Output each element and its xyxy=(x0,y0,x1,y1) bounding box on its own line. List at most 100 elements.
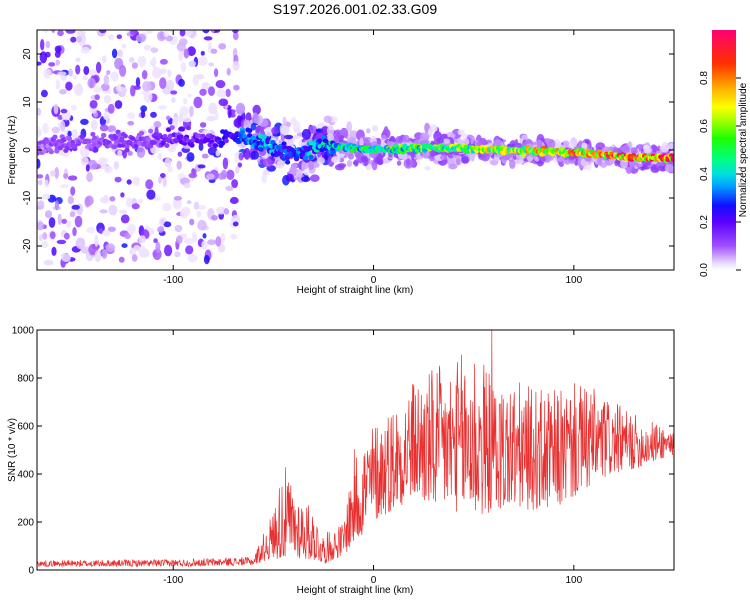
spectrogram-cell xyxy=(630,147,638,154)
spectrogram-ridge-cell xyxy=(247,128,253,134)
spectrogram-cell xyxy=(37,107,42,116)
spectrogram-cell xyxy=(199,88,207,96)
spectrogram-cell xyxy=(208,62,214,67)
spectrogram-xtick-label: 100 xyxy=(565,275,582,286)
spectrogram-cell xyxy=(138,235,146,244)
spectrogram-cell xyxy=(207,17,215,29)
spectrogram-cell xyxy=(39,51,48,64)
spectrogram-cell xyxy=(41,240,49,249)
spectrogram-cell xyxy=(174,224,183,233)
spectrogram-cell xyxy=(207,146,218,156)
spectrogram-cell xyxy=(293,128,302,133)
spectrogram-cell xyxy=(133,245,141,252)
spectrogram-cell xyxy=(56,239,67,245)
colorbar-ticks: 0.0 0.2 0.4 0.6 0.8 xyxy=(699,71,741,277)
spectrogram-cell xyxy=(62,24,70,30)
spectrogram-cell xyxy=(176,160,182,170)
spectrogram-ridge-cell xyxy=(223,138,229,144)
spectrogram-cell xyxy=(166,79,175,92)
spectrogram-cell xyxy=(100,83,110,91)
colorbar-tick-label: 0.0 xyxy=(699,263,710,277)
spectrogram-ridge-cell xyxy=(241,134,247,139)
spectrogram-cell xyxy=(131,254,138,262)
spectrogram-cell xyxy=(213,30,221,33)
spectrogram-ridge-cell xyxy=(317,138,323,144)
spectrogram-cell xyxy=(118,209,128,214)
spectrogram-ridge-cell xyxy=(276,145,282,150)
spectrogram-cell xyxy=(440,133,448,139)
spectrogram-cell xyxy=(206,115,216,122)
spectrogram-cell xyxy=(419,132,430,141)
spectrogram-cell xyxy=(146,189,156,200)
spectrogram-xtick-label: 0 xyxy=(371,275,377,286)
spectrogram-cell xyxy=(243,119,251,128)
spectrogram-ytick-label: 20 xyxy=(22,48,33,60)
spectrogram-cell xyxy=(290,135,301,140)
spectrogram-cell xyxy=(57,30,64,37)
spectrogram-cell xyxy=(86,172,93,183)
spectrogram-cell xyxy=(276,159,285,169)
spectrogram-cell xyxy=(45,40,51,49)
spectrogram-cell xyxy=(37,126,42,138)
spectrogram-cell xyxy=(72,30,76,31)
spectrogram-cell xyxy=(43,259,54,266)
spectrogram-cell xyxy=(222,157,229,170)
spectrogram-cell xyxy=(203,254,210,265)
spectrogram-ridge-cell xyxy=(66,136,73,142)
spectrogram-cell xyxy=(135,33,146,43)
spectrogram-cell xyxy=(125,197,132,208)
spectrogram-cell xyxy=(557,157,565,162)
spectrogram-cell xyxy=(98,157,109,163)
spectrogram-cell xyxy=(237,162,242,168)
spectrogram-cell xyxy=(55,59,60,66)
snr-ytick-label: 600 xyxy=(17,422,34,433)
spectrogram-cell xyxy=(159,77,167,89)
spectrogram-cell xyxy=(316,157,325,165)
spectrogram-cell xyxy=(37,174,44,179)
spectrogram-cell xyxy=(145,30,153,34)
spectrogram-cell xyxy=(250,150,260,160)
spectrogram-cell xyxy=(43,68,52,80)
spectrogram-cell xyxy=(344,131,349,139)
spectrogram-cell xyxy=(140,109,146,119)
spectrogram-cell xyxy=(113,160,120,170)
spectrogram-cell xyxy=(37,158,41,169)
spectrogram-cell xyxy=(197,164,206,169)
spectrogram-ridge-cell xyxy=(148,143,154,149)
spectrogram-cell xyxy=(211,30,215,34)
spectrogram-cell xyxy=(200,50,205,56)
spectrogram-cell xyxy=(211,215,218,221)
spectrogram-cell xyxy=(353,159,359,167)
spectrogram-cell xyxy=(162,177,167,188)
spectrogram-cell xyxy=(80,118,89,125)
spectrogram-cell xyxy=(65,81,73,91)
spectrogram-cell xyxy=(366,128,371,134)
spectrogram-cell xyxy=(107,34,115,40)
spectrogram-cell xyxy=(120,192,125,198)
spectrogram-cell xyxy=(102,55,107,64)
spectrogram-cell xyxy=(208,86,215,96)
spectrogram-cell xyxy=(285,173,294,182)
spectrogram-cell xyxy=(509,159,516,169)
spectrogram-cell xyxy=(91,146,99,153)
spectrogram-cell xyxy=(72,227,77,237)
spectrogram-marks xyxy=(37,17,674,268)
spectrogram-cell xyxy=(179,30,186,37)
spectrogram-ytick-label: -20 xyxy=(22,238,33,253)
spectrogram-cell xyxy=(72,128,78,141)
spectrogram-ridge-cell xyxy=(111,144,118,150)
spectrogram-cell xyxy=(182,116,192,123)
spectrogram-cell xyxy=(107,125,116,133)
spectrogram-cell xyxy=(229,196,239,205)
spectrogram-cell xyxy=(51,30,56,33)
snr-series-line xyxy=(37,330,674,568)
spectrogram-cell xyxy=(85,164,90,172)
spectrogram-cell xyxy=(41,193,51,200)
spectrogram-cell xyxy=(127,120,135,126)
spectrogram-cell xyxy=(102,229,111,237)
spectrogram-cell xyxy=(223,208,230,215)
spectrogram-cell xyxy=(137,198,144,204)
spectrogram-cell xyxy=(234,166,240,174)
spectrogram-cell xyxy=(478,137,487,147)
